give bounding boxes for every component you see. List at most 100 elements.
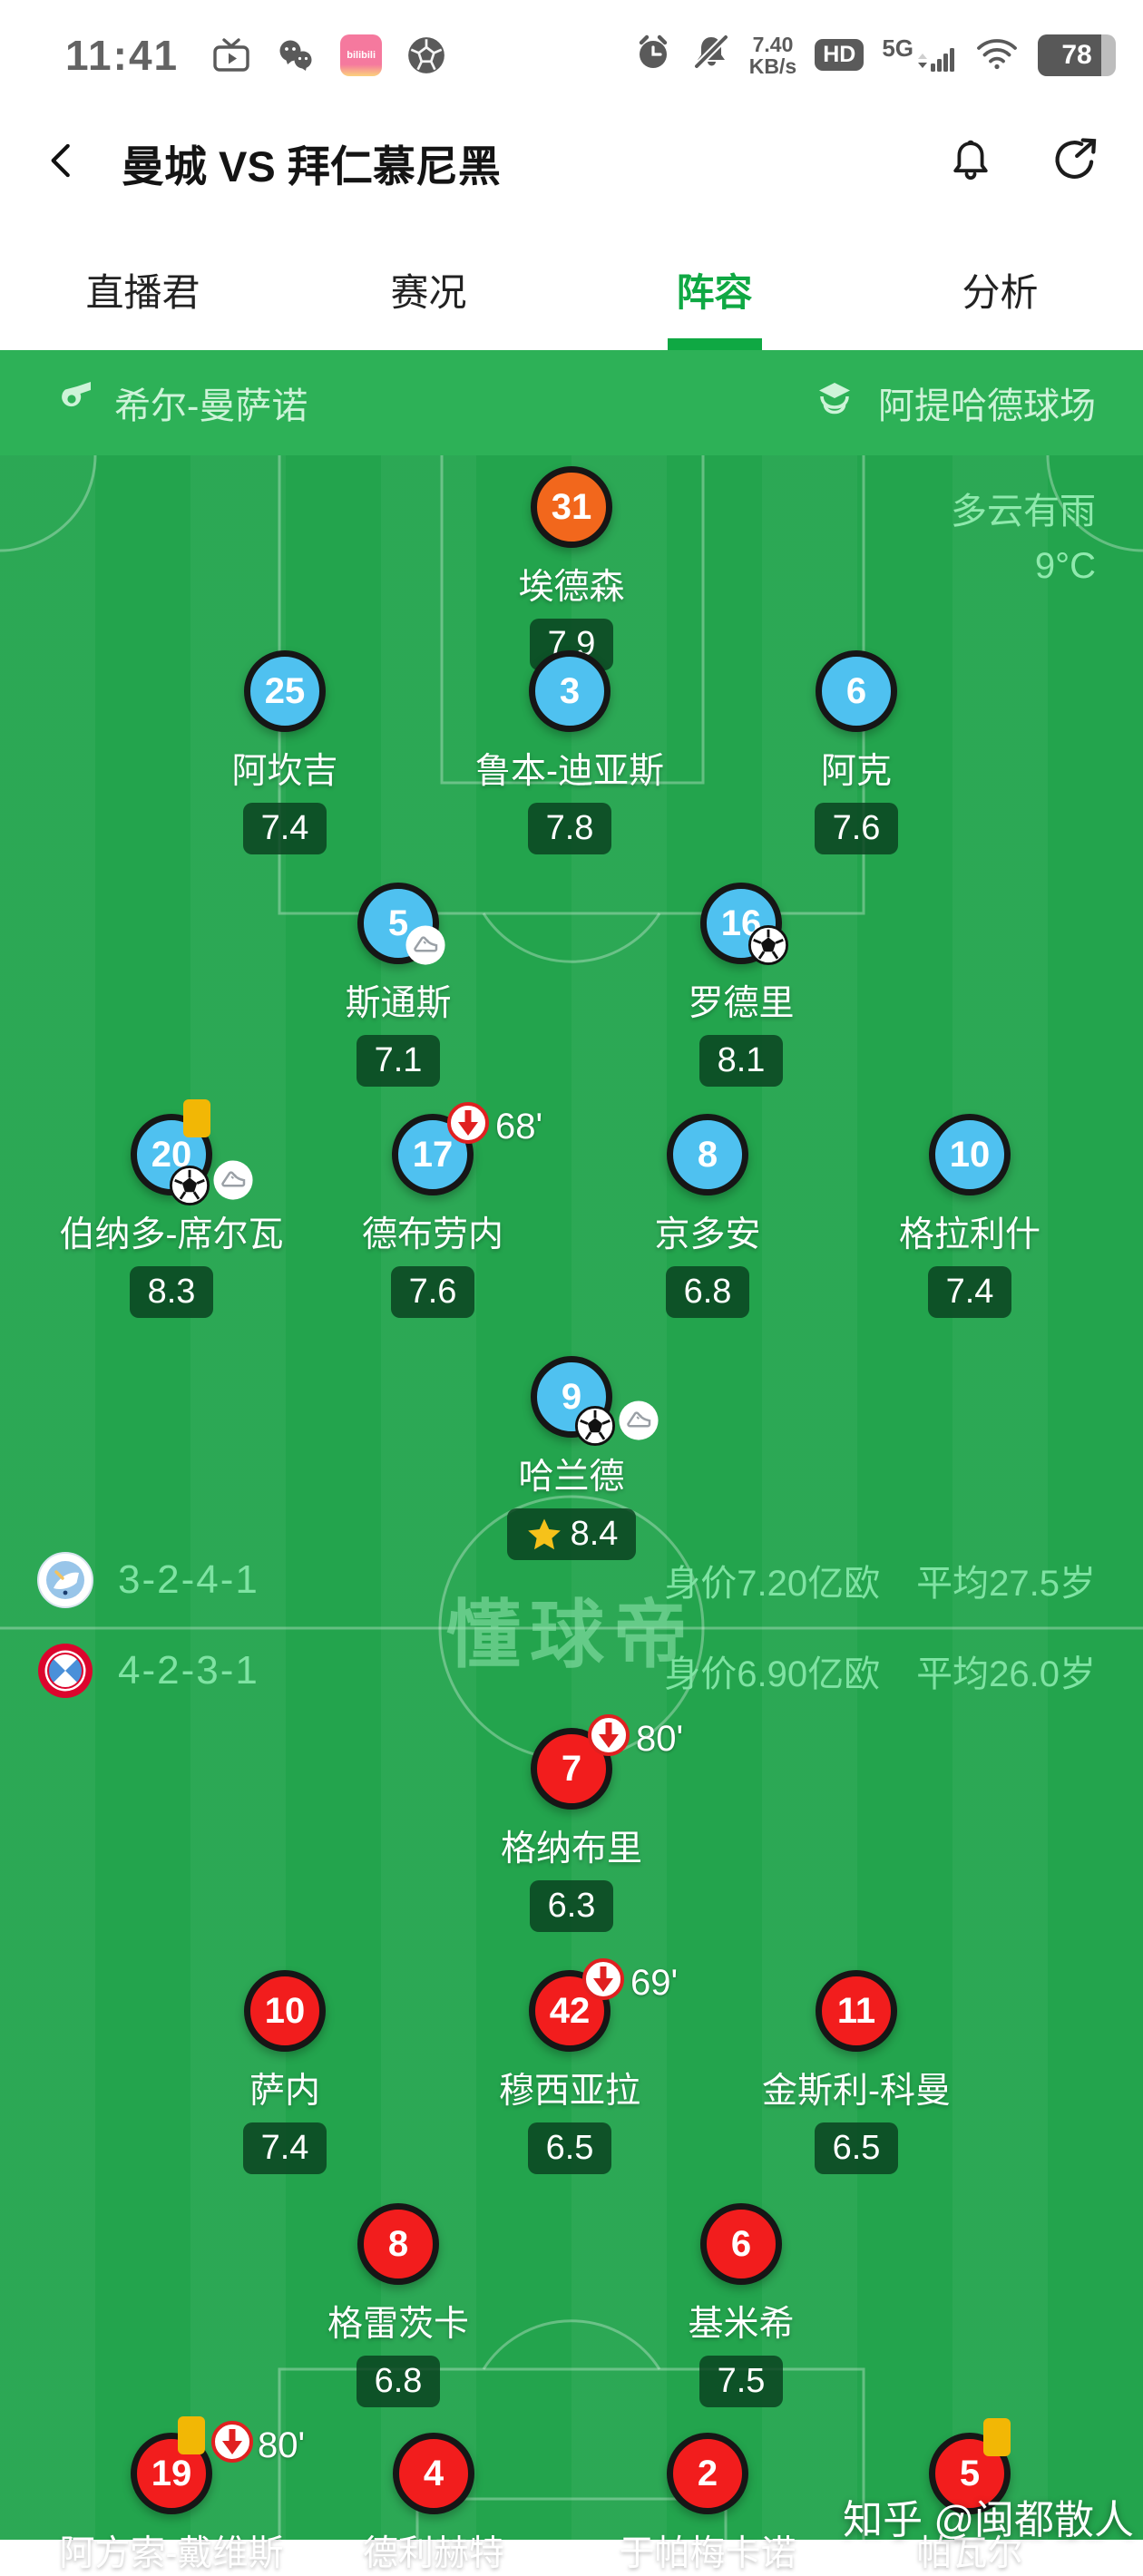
stadium-name: 阿提哈德球场	[878, 386, 1096, 426]
player-circle: 25	[244, 650, 326, 732]
player-name: 德布劳内	[361, 1215, 503, 1254]
player-haaland[interactable]: 9 哈兰德 8.4	[435, 1356, 708, 1561]
rating-value: 7.4	[260, 809, 309, 847]
home-average-age: 平均27.5岁	[916, 1564, 1096, 1604]
sub-off-icon	[446, 1101, 490, 1145]
tab-analysis[interactable]: 分析	[857, 229, 1143, 350]
away-formation: 4-2-3-1	[118, 1648, 259, 1693]
sub-off-time: 80'	[636, 1719, 684, 1759]
player-circle: 2	[667, 2433, 748, 2514]
motm-star-icon	[527, 1518, 561, 1549]
player-name: 鲁本-迪亚斯	[475, 752, 664, 791]
player-name: 罗德里	[688, 984, 795, 1023]
player-number: 19	[151, 2453, 192, 2493]
photo-watermark: 知乎 @闽都散人	[843, 2498, 1134, 2542]
player-number: 6	[730, 2223, 752, 2264]
player-rating: 8.4	[506, 1508, 637, 1561]
rating-value: 8.1	[717, 1041, 766, 1079]
player-rating: 6.5	[814, 2122, 899, 2175]
player-kimmich[interactable]: 6 基米希 7.5	[605, 2203, 877, 2408]
player-rodri[interactable]: 16 罗德里 8.1	[605, 883, 877, 1088]
rating-value: 7.4	[945, 1273, 994, 1311]
player-number: 2	[697, 2453, 718, 2493]
rating-value: 7.8	[545, 809, 594, 847]
player-rating: 7.1	[356, 1035, 441, 1088]
tab-live[interactable]: 直播君	[0, 229, 286, 350]
player-gundogan[interactable]: 8 京多安 6.8	[572, 1114, 844, 1319]
sub-off-icon	[210, 2420, 254, 2464]
player-de-ligt[interactable]: 4 德利赫特	[298, 2433, 570, 2576]
player-name: 穆西亚拉	[498, 2072, 640, 2111]
player-number: 17	[412, 1134, 454, 1175]
player-name: 哈兰德	[518, 1458, 625, 1497]
player-circle: 19	[131, 2433, 212, 2514]
player-number: 3	[559, 670, 581, 711]
player-davies[interactable]: 19 80' 阿方索-戴维斯	[35, 2416, 308, 2576]
signal-bars-icon	[918, 47, 954, 72]
player-number: 5	[387, 903, 409, 943]
tab-label: 直播君	[85, 270, 200, 314]
signal-5g: 5G	[882, 36, 956, 74]
yellow-card-icon	[183, 1099, 210, 1137]
player-rating: 7.4	[242, 2122, 327, 2175]
assist-icon	[405, 924, 446, 966]
player-number: 8	[697, 1134, 718, 1175]
player-circle: 4	[393, 2433, 474, 2514]
goal-icon	[747, 924, 789, 966]
player-ederson[interactable]: 31 埃德森 7.9	[435, 466, 708, 671]
share-button[interactable]	[1049, 134, 1101, 191]
yellow-card-icon	[178, 2416, 205, 2454]
notification-bell-button[interactable]	[945, 135, 996, 190]
player-coman[interactable]: 11 金斯利-科曼 6.5	[720, 1970, 992, 2175]
assist-icon	[212, 1159, 254, 1201]
tab-match-status[interactable]: 赛况	[286, 229, 572, 350]
player-grealish[interactable]: 10 格拉利什 7.4	[834, 1114, 1106, 1319]
goal-icon	[574, 1405, 616, 1447]
player-sane[interactable]: 10 萨内 7.4	[149, 1970, 421, 2175]
player-circle: 31	[531, 466, 612, 548]
center-watermark: 懂球帝	[445, 1594, 698, 1677]
player-rating: 6.8	[356, 2356, 441, 2408]
network-label: 5G	[882, 34, 913, 62]
player-rating: 7.6	[390, 1266, 475, 1319]
rating-value: 7.6	[408, 1273, 457, 1311]
player-name: 京多安	[654, 1215, 761, 1254]
status-bar: 11:41 bilibili 7.40 KB/s HD 5G 78	[0, 0, 1143, 97]
player-ruben-dias[interactable]: 3 鲁本-迪亚斯 7.8	[434, 650, 706, 855]
player-number: 11	[836, 1990, 876, 2031]
player-circle: 10	[929, 1114, 1011, 1195]
rating-value: 7.5	[717, 2362, 766, 2400]
away-formation-row: 4-2-3-1 身价6.90亿欧 平均26.0岁	[0, 1629, 1143, 1712]
sub-off-icon	[581, 1957, 625, 2001]
player-gnabry[interactable]: 7 80' 格纳布里 6.3	[435, 1714, 708, 1933]
player-rating: 8.3	[129, 1266, 214, 1319]
player-ake[interactable]: 6 阿克 7.6	[720, 650, 992, 855]
player-number: 10	[264, 1990, 306, 2031]
sub-off-icon	[587, 1713, 630, 1757]
rating-value: 6.8	[683, 1273, 732, 1311]
player-name: 伯纳多-席尔瓦	[59, 1215, 284, 1254]
player-musiala[interactable]: 42 69' 穆西亚拉 6.5	[434, 1958, 706, 2175]
player-goretzka[interactable]: 8 格雷茨卡 6.8	[262, 2203, 534, 2408]
wifi-icon	[974, 33, 1020, 77]
player-bernardo-silva[interactable]: 20 伯纳多-席尔瓦 8.3	[35, 1099, 308, 1319]
back-button[interactable]	[42, 140, 83, 186]
away-market-value: 身价6.90亿欧	[664, 1654, 881, 1694]
player-name: 阿克	[820, 752, 892, 791]
player-number: 9	[561, 1376, 582, 1417]
player-number: 25	[264, 670, 306, 711]
tab-lineup[interactable]: 阵容	[572, 229, 857, 350]
player-akanji[interactable]: 25 阿坎吉 7.4	[149, 650, 421, 855]
player-de-bruyne[interactable]: 17 68' 德布劳内 7.6	[297, 1102, 569, 1319]
weather-condition: 多云有雨	[951, 492, 1096, 532]
player-stones[interactable]: 5 斯通斯 7.1	[262, 883, 534, 1088]
stadium-icon	[811, 375, 858, 431]
tab-label: 分析	[962, 270, 1039, 314]
rating-value: 6.3	[547, 1887, 596, 1925]
stadium-info: 阿提哈德球场	[811, 375, 1096, 431]
player-name: 萨内	[249, 2072, 320, 2111]
bell-muted-icon	[691, 33, 731, 77]
player-upamecano[interactable]: 2 于帕梅卡诺	[572, 2433, 844, 2576]
home-market-value: 身价7.20亿欧	[664, 1564, 881, 1604]
man-city-logo-icon	[36, 1551, 94, 1609]
